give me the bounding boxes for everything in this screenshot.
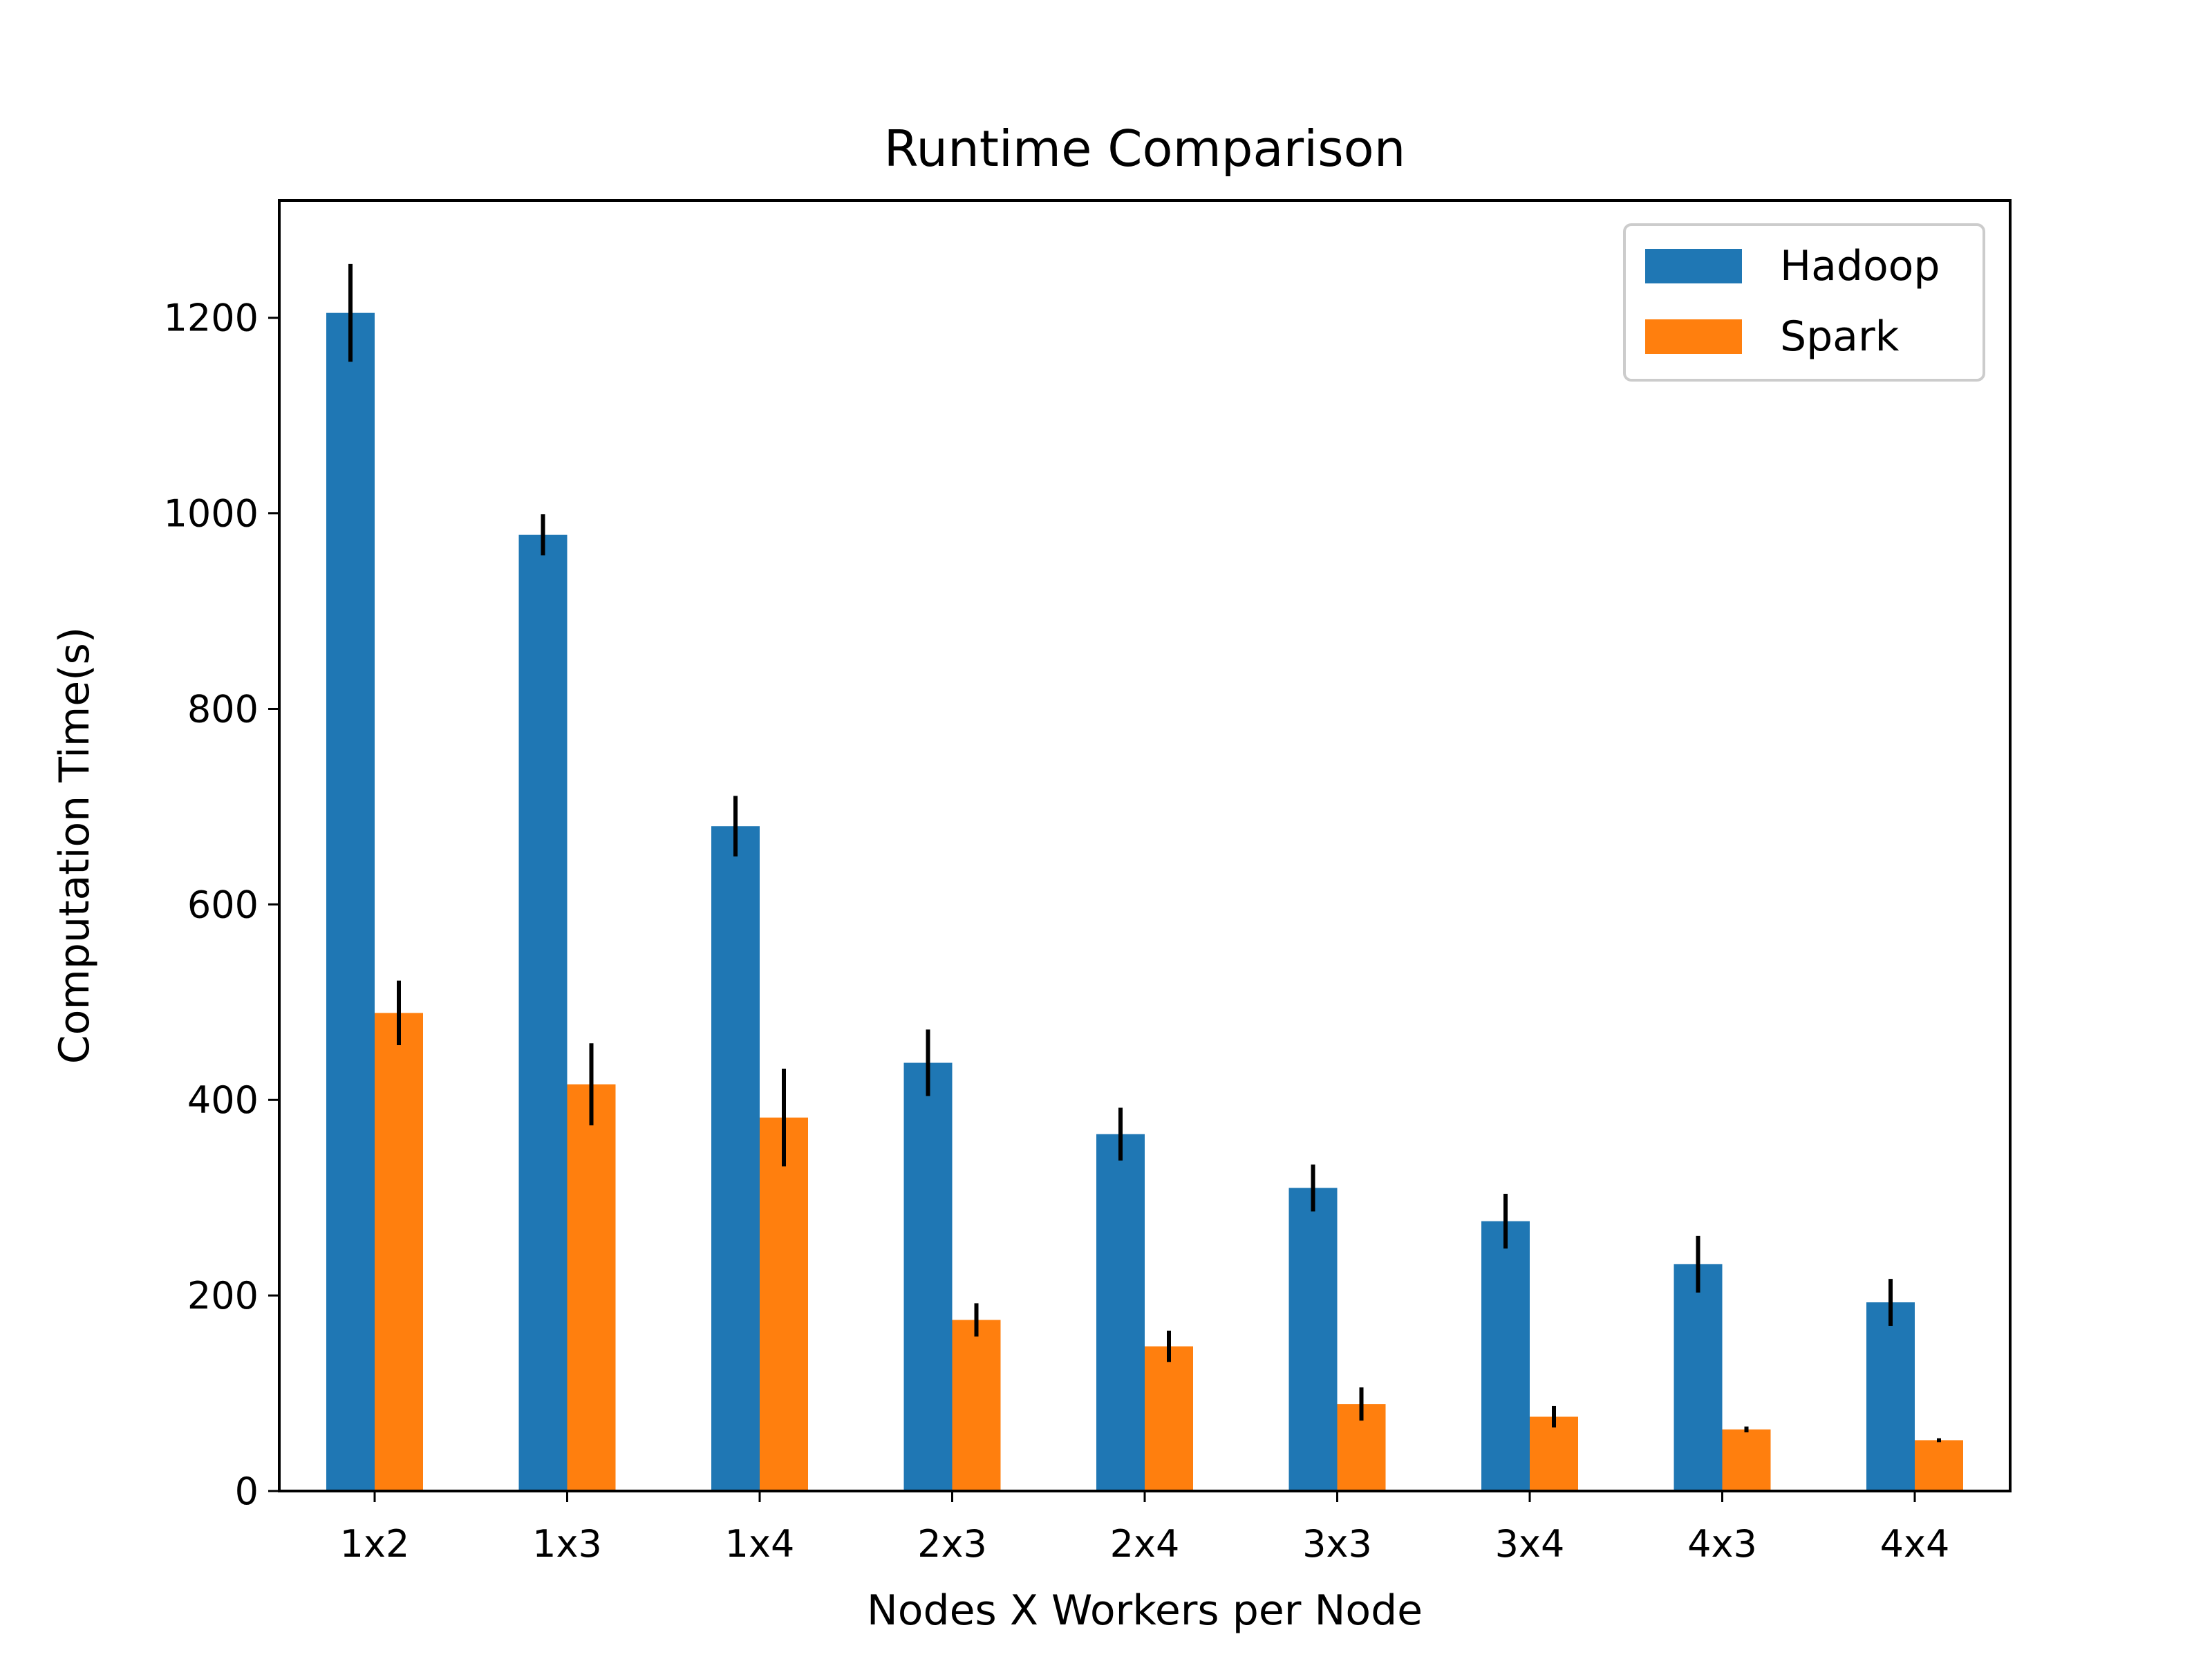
bar-hadoop-3x4 xyxy=(1481,1221,1530,1491)
bar-hadoop-1x2 xyxy=(326,312,375,1492)
x-tick-label: 4x3 xyxy=(1687,1522,1757,1566)
x-axis-label: Nodes X Workers per Node xyxy=(867,1586,1423,1635)
x-tick-label: 1x3 xyxy=(532,1522,602,1566)
y-axis-ticks: 0 200 400 600 800 1000 1200 xyxy=(164,297,279,1513)
bar-hadoop-2x3 xyxy=(903,1062,953,1491)
plot-area-frame xyxy=(278,199,2012,1492)
bars-group xyxy=(326,312,1963,1492)
legend-label-spark: Spark xyxy=(1780,312,1900,361)
bar-hadoop-3x3 xyxy=(1288,1188,1338,1491)
bar-hadoop-4x3 xyxy=(1674,1264,1723,1491)
bar-hadoop-2x4 xyxy=(1096,1134,1145,1491)
bar-spark-4x4 xyxy=(1915,1440,1963,1491)
y-tick-label: 1000 xyxy=(164,492,259,536)
error-bars-group xyxy=(348,263,1941,1443)
x-tick-label: 2x3 xyxy=(917,1522,987,1566)
y-axis-label: Computation Time(s) xyxy=(50,627,99,1064)
bar-hadoop-4x4 xyxy=(1866,1302,1915,1491)
bar-spark-2x4 xyxy=(1145,1346,1193,1491)
legend-swatch-hadoop xyxy=(1645,249,1742,283)
bar-spark-4x3 xyxy=(1722,1429,1771,1491)
bar-spark-2x3 xyxy=(952,1320,1001,1491)
chart-title: Runtime Comparison xyxy=(884,120,1406,178)
y-tick-label: 200 xyxy=(187,1274,259,1318)
legend-label-hadoop: Hadoop xyxy=(1780,242,1940,290)
y-tick-label: 800 xyxy=(187,687,259,731)
x-tick-label: 4x4 xyxy=(1880,1522,1950,1566)
y-tick-label: 0 xyxy=(235,1470,259,1513)
y-tick-label: 400 xyxy=(187,1078,259,1122)
bar-spark-3x4 xyxy=(1530,1416,1578,1491)
bar-spark-1x2 xyxy=(375,1013,423,1491)
legend: Hadoop Spark xyxy=(1623,223,1985,382)
bar-hadoop-1x4 xyxy=(711,826,760,1491)
bar-spark-1x4 xyxy=(760,1117,808,1491)
x-tick-label: 3x4 xyxy=(1495,1522,1565,1566)
x-tick-label: 1x2 xyxy=(340,1522,410,1566)
x-tick-label: 3x3 xyxy=(1302,1522,1372,1566)
bar-spark-1x3 xyxy=(567,1084,616,1491)
y-tick-label: 1200 xyxy=(164,297,259,340)
legend-swatch-spark xyxy=(1645,319,1742,354)
x-axis-ticks: 1x2 1x3 1x4 2x3 2x4 3x3 3x4 4x3 4x4 xyxy=(340,1491,1950,1566)
x-tick-label: 1x4 xyxy=(725,1522,795,1566)
y-tick-label: 600 xyxy=(187,883,259,926)
bar-hadoop-1x3 xyxy=(518,534,568,1492)
x-tick-label: 2x4 xyxy=(1110,1522,1180,1566)
